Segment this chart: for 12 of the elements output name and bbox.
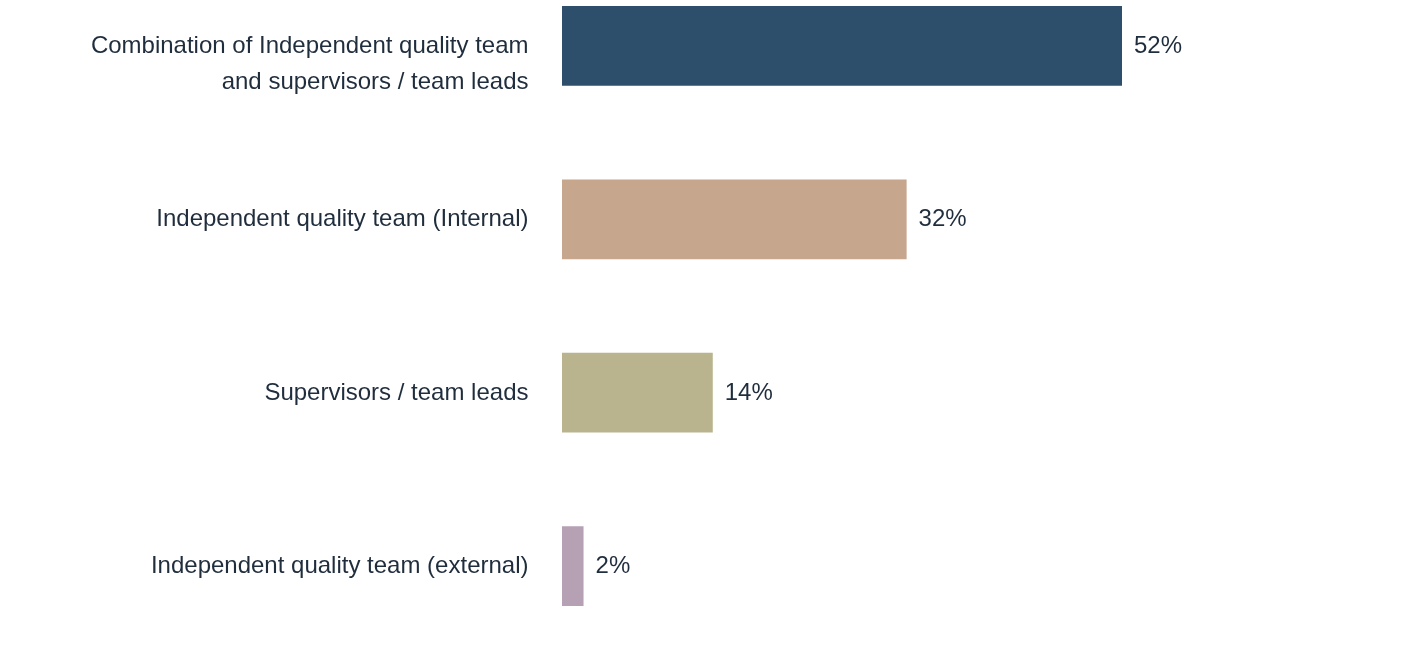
bar [562,6,1122,86]
data-label: 14% [724,377,773,405]
y-tick-label: Independent quality team (external) [150,551,529,579]
y-tick-label: Combination of Independent quality team and supervisors / team leads [90,30,529,94]
y-tick-label: Independent quality team (Internal) [156,204,529,232]
y-tick-label: Supervisors / team leads [264,377,529,405]
bar [562,526,584,606]
data-label: 2% [595,551,631,579]
data-label: 52% [1134,30,1183,58]
data-label: 32% [918,204,967,232]
bar [562,179,907,260]
bar [562,352,713,433]
